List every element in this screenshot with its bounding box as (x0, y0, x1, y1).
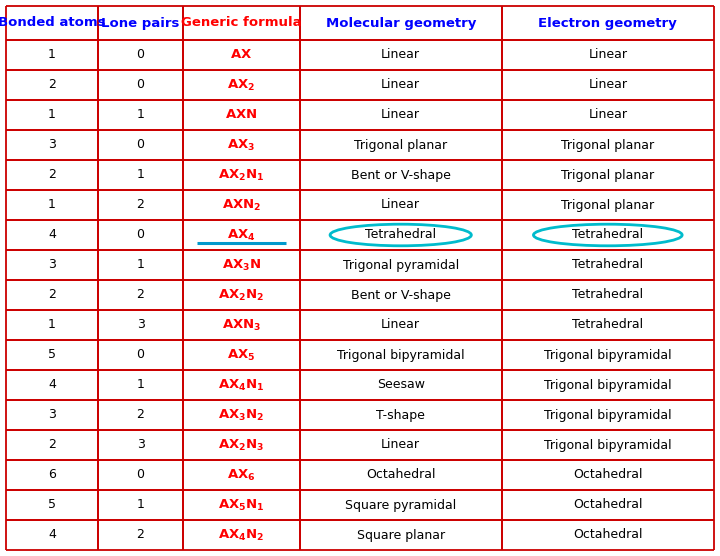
Text: 1: 1 (48, 108, 56, 122)
Text: 0: 0 (137, 229, 145, 241)
Text: 1: 1 (137, 499, 145, 512)
Text: $\mathbf{AX}$: $\mathbf{AX}$ (230, 48, 253, 62)
Text: 1: 1 (48, 48, 56, 62)
Text: 2: 2 (137, 289, 145, 301)
Text: Linear: Linear (381, 48, 420, 62)
Text: Trigonal planar: Trigonal planar (561, 168, 654, 181)
Text: Bent or V-shape: Bent or V-shape (351, 289, 451, 301)
Text: 2: 2 (48, 168, 56, 181)
Text: Linear: Linear (381, 108, 420, 122)
Text: Linear: Linear (588, 48, 627, 62)
Text: 4: 4 (48, 529, 56, 542)
Text: Trigonal planar: Trigonal planar (354, 138, 447, 151)
Text: Octahedral: Octahedral (573, 469, 642, 481)
Text: 5: 5 (48, 349, 56, 361)
Text: 1: 1 (137, 379, 145, 391)
Text: 0: 0 (137, 349, 145, 361)
Text: 6: 6 (48, 469, 56, 481)
Text: 5: 5 (48, 499, 56, 512)
Text: Trigonal planar: Trigonal planar (561, 138, 654, 151)
Text: Tetrahedral: Tetrahedral (572, 229, 644, 241)
Text: Trigonal pyramidal: Trigonal pyramidal (343, 259, 459, 271)
Text: $\mathbf{AX_2N_1}$: $\mathbf{AX_2N_1}$ (218, 167, 265, 182)
Text: Octahedral: Octahedral (366, 469, 436, 481)
Text: $\mathbf{AX_2}$: $\mathbf{AX_2}$ (228, 77, 256, 92)
Text: 0: 0 (137, 138, 145, 151)
Text: 3: 3 (48, 409, 56, 421)
Text: Trigonal bipyramidal: Trigonal bipyramidal (337, 349, 464, 361)
Text: Lone pairs: Lone pairs (102, 17, 180, 29)
Text: $\mathbf{AX_6}$: $\mathbf{AX_6}$ (227, 468, 256, 483)
Text: Tetrahedral: Tetrahedral (572, 289, 644, 301)
Text: Trigonal planar: Trigonal planar (561, 198, 654, 211)
Text: $\mathbf{AX_4}$: $\mathbf{AX_4}$ (227, 227, 256, 242)
Text: Linear: Linear (588, 78, 627, 92)
Text: 1: 1 (48, 198, 56, 211)
Text: Molecular geometry: Molecular geometry (325, 17, 476, 29)
Text: Tetrahedral: Tetrahedral (572, 259, 644, 271)
Text: 3: 3 (48, 138, 56, 151)
Text: 2: 2 (137, 529, 145, 542)
Text: $\mathbf{AX_4N_2}$: $\mathbf{AX_4N_2}$ (218, 528, 264, 543)
Text: $\mathbf{AX_2N_3}$: $\mathbf{AX_2N_3}$ (218, 438, 264, 453)
Text: 2: 2 (48, 78, 56, 92)
Text: 0: 0 (137, 48, 145, 62)
Text: $\mathbf{AXN}$: $\mathbf{AXN}$ (225, 108, 258, 122)
Text: Seesaw: Seesaw (377, 379, 425, 391)
Text: 2: 2 (48, 289, 56, 301)
Text: $\mathbf{AX_5}$: $\mathbf{AX_5}$ (228, 348, 256, 363)
Text: 4: 4 (48, 379, 56, 391)
Text: 1: 1 (137, 108, 145, 122)
Text: $\mathbf{AX_3N}$: $\mathbf{AX_3N}$ (222, 257, 261, 272)
Text: Linear: Linear (381, 78, 420, 92)
Text: Bonded atoms: Bonded atoms (0, 17, 106, 29)
Text: Tetrahedral: Tetrahedral (572, 319, 644, 331)
Text: 1: 1 (48, 319, 56, 331)
Text: Linear: Linear (381, 198, 420, 211)
Text: Bent or V-shape: Bent or V-shape (351, 168, 451, 181)
Text: 2: 2 (137, 409, 145, 421)
Text: Trigonal bipyramidal: Trigonal bipyramidal (544, 439, 672, 451)
Text: Trigonal bipyramidal: Trigonal bipyramidal (544, 349, 672, 361)
Text: Square planar: Square planar (356, 529, 445, 542)
Text: Linear: Linear (588, 108, 627, 122)
Text: $\mathbf{AX_5N_1}$: $\mathbf{AX_5N_1}$ (218, 498, 265, 513)
Text: 3: 3 (137, 439, 145, 451)
Text: 0: 0 (137, 469, 145, 481)
Text: 4: 4 (48, 229, 56, 241)
Text: Electron geometry: Electron geometry (539, 17, 678, 29)
Text: 1: 1 (137, 168, 145, 181)
Text: Octahedral: Octahedral (573, 499, 642, 512)
Text: Octahedral: Octahedral (573, 529, 642, 542)
Text: T-shape: T-shape (377, 409, 425, 421)
Text: 2: 2 (137, 198, 145, 211)
Text: Tetrahedral: Tetrahedral (365, 229, 436, 241)
Text: 3: 3 (137, 319, 145, 331)
Text: Square pyramidal: Square pyramidal (345, 499, 456, 512)
Text: 1: 1 (137, 259, 145, 271)
Text: Linear: Linear (381, 319, 420, 331)
Text: $\mathbf{AX_2N_2}$: $\mathbf{AX_2N_2}$ (218, 287, 264, 302)
Text: $\mathbf{AXN_2}$: $\mathbf{AXN_2}$ (222, 197, 261, 212)
Text: Linear: Linear (381, 439, 420, 451)
Text: $\mathbf{AX_4N_1}$: $\mathbf{AX_4N_1}$ (218, 378, 265, 393)
Text: Trigonal bipyramidal: Trigonal bipyramidal (544, 409, 672, 421)
Text: Trigonal bipyramidal: Trigonal bipyramidal (544, 379, 672, 391)
Text: 0: 0 (137, 78, 145, 92)
Text: 2: 2 (48, 439, 56, 451)
Text: Generic formula: Generic formula (181, 17, 302, 29)
Text: $\mathbf{AX_3N_2}$: $\mathbf{AX_3N_2}$ (218, 408, 264, 423)
Text: $\mathbf{AX_3}$: $\mathbf{AX_3}$ (228, 137, 256, 152)
Text: 3: 3 (48, 259, 56, 271)
Text: $\mathbf{AXN_3}$: $\mathbf{AXN_3}$ (222, 317, 261, 332)
